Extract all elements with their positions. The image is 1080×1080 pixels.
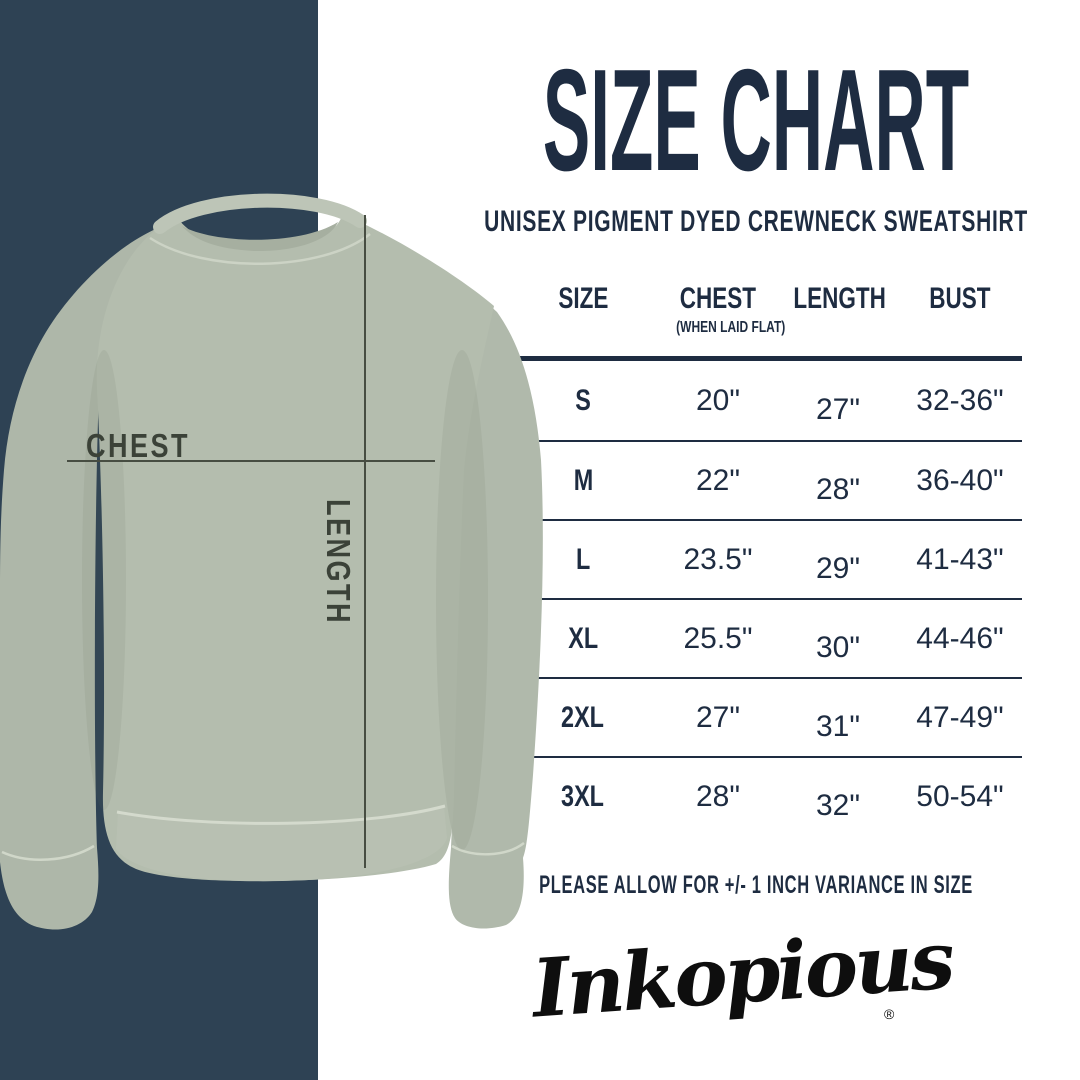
length-measure-line bbox=[364, 215, 366, 868]
variance-note-text: PLEASE ALLOW FOR +/- 1 INCH VARIANCE IN … bbox=[539, 871, 973, 899]
table-header-row: SIZE CHEST (WHEN LAID FLAT) LENGTH BUST bbox=[508, 282, 1022, 348]
chest-value: 27" bbox=[695, 700, 741, 734]
table-row-xl: XL 25.5" 30" 44-46" bbox=[508, 598, 1022, 677]
bust-value: 50-54" bbox=[916, 779, 1004, 813]
chest-measure-line bbox=[67, 460, 435, 462]
registered-trademark-icon: ® bbox=[884, 1006, 895, 1022]
subtitle-text: UNISEX PIGMENT DYED CREWNECK SWEATSHIRT bbox=[484, 205, 1028, 238]
bust-value: 41-43" bbox=[916, 542, 1004, 576]
chest-value: 22" bbox=[695, 463, 741, 497]
page-title-text: SIZE CHART bbox=[542, 39, 970, 201]
chest-label: CHEST bbox=[86, 427, 191, 464]
right-cuff-seam bbox=[451, 841, 525, 856]
chest-subnote: (WHEN LAID FLAT) bbox=[676, 319, 786, 336]
collar-band bbox=[153, 193, 367, 234]
collar-seam bbox=[149, 233, 371, 265]
table-row-l: L 23.5" 29" 41-43" bbox=[508, 519, 1022, 598]
length-value: 29" bbox=[815, 551, 861, 585]
table-row-s: S 20" 27" 32-36" bbox=[508, 361, 1022, 440]
length-label: LENGTH bbox=[320, 498, 357, 626]
chest-value: 23.5" bbox=[683, 542, 753, 576]
chest-value: 25.5" bbox=[683, 621, 753, 655]
column-header-bust: BUST bbox=[929, 282, 991, 315]
table-header-rule bbox=[508, 356, 1022, 361]
collar-inner-rim bbox=[182, 222, 338, 252]
left-cuff-seam bbox=[1, 844, 95, 861]
length-value: 31" bbox=[815, 709, 861, 743]
table-row-2xl: 2XL 27" 31" 47-49" bbox=[508, 677, 1022, 756]
chest-value: 20" bbox=[695, 383, 741, 417]
page-title: SIZE CHART bbox=[321, 48, 1080, 193]
sweatshirt-left-sleeve bbox=[0, 228, 158, 930]
bust-value: 32-36" bbox=[916, 383, 1004, 417]
bust-value: 47-49" bbox=[916, 700, 1004, 734]
subtitle: UNISEX PIGMENT DYED CREWNECK SWEATSHIRT bbox=[368, 207, 1080, 237]
length-value: 28" bbox=[815, 472, 861, 506]
bust-value: 36-40" bbox=[916, 463, 1004, 497]
length-value: 27" bbox=[815, 392, 861, 426]
table-row-3xl: 3XL 28" 32" 50-54" bbox=[508, 756, 1022, 835]
sweatshirt-torso bbox=[96, 201, 494, 882]
sweatshirt-photo bbox=[0, 193, 543, 930]
shading-left bbox=[82, 350, 126, 810]
column-header-chest: CHEST (WHEN LAID FLAT) bbox=[658, 282, 786, 337]
chest-value: 28" bbox=[695, 779, 741, 813]
length-value: 32" bbox=[815, 788, 861, 822]
table-row-m: M 22" 28" 36-40" bbox=[508, 440, 1022, 519]
sweatshirt-right-sleeve bbox=[360, 222, 543, 929]
length-value: 30" bbox=[815, 630, 861, 664]
variance-note: PLEASE ALLOW FOR +/- 1 INCH VARIANCE IN … bbox=[427, 873, 1080, 898]
shading-right bbox=[436, 350, 488, 850]
column-header-size: SIZE bbox=[557, 282, 609, 315]
bust-value: 44-46" bbox=[916, 621, 1004, 655]
hem-seam bbox=[116, 804, 446, 825]
size-table: SIZE CHEST (WHEN LAID FLAT) LENGTH BUST … bbox=[508, 282, 1022, 835]
column-header-length: LENGTH bbox=[793, 282, 886, 315]
